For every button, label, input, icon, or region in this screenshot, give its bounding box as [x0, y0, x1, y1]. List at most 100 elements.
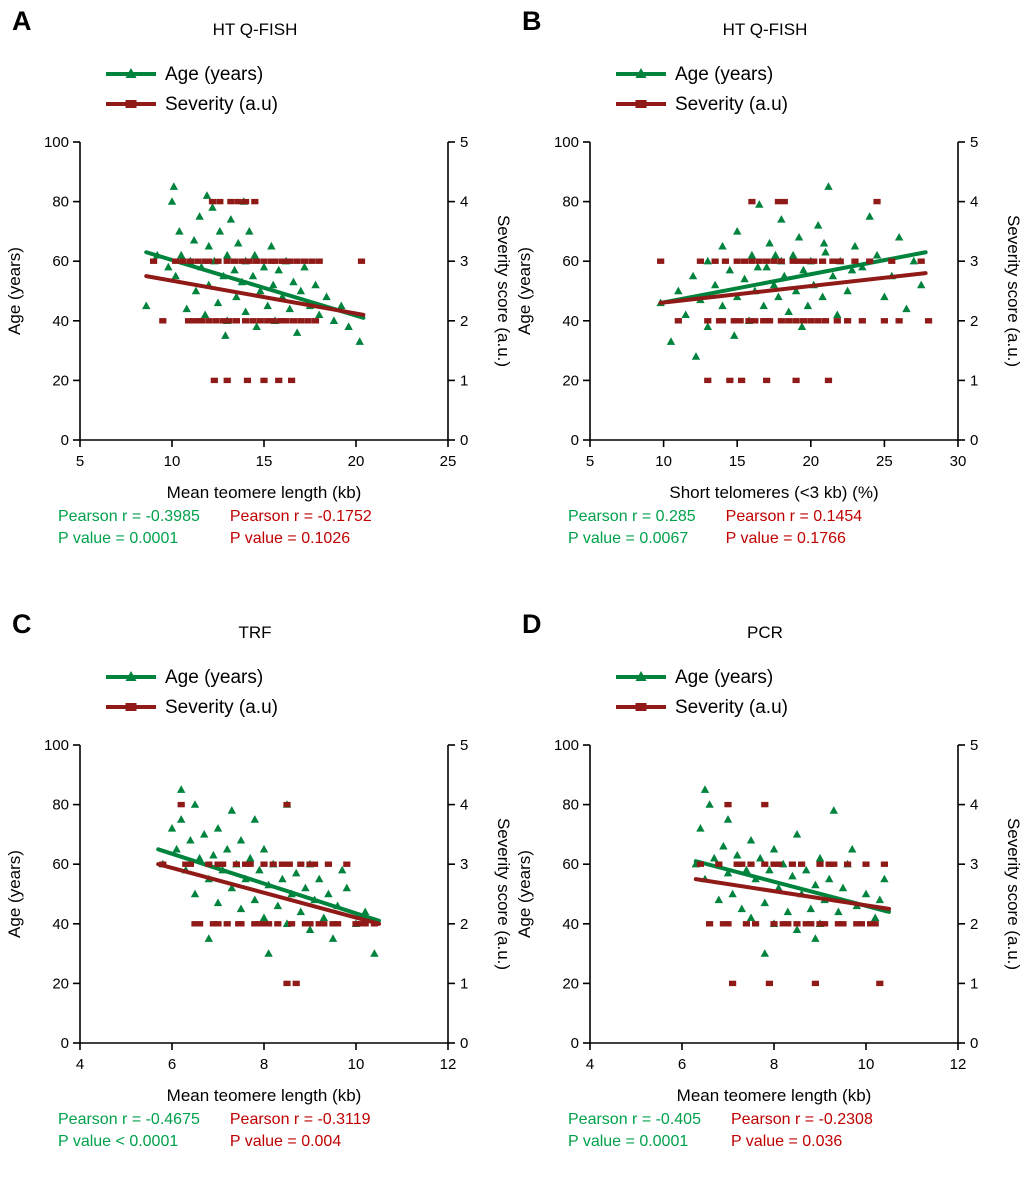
severity-point-marker — [286, 258, 294, 264]
x-tick-label: 4 — [586, 1056, 594, 1073]
severity-point-marker — [917, 258, 925, 264]
y-tick-right-label: 0 — [460, 432, 468, 449]
severity-point-marker — [719, 920, 727, 927]
age-point-marker — [747, 250, 757, 259]
severity-point-marker — [711, 258, 719, 264]
legend-label: Age (years) — [165, 64, 263, 85]
severity-point-marker — [216, 198, 224, 205]
severity-point-marker — [777, 258, 785, 264]
severity-point-marker — [274, 920, 282, 927]
severity-point-marker — [242, 198, 250, 205]
severity-point-marker — [197, 318, 206, 324]
age-point-marker — [292, 328, 302, 336]
age-point-marker — [285, 304, 294, 313]
severity-point-marker — [191, 920, 199, 927]
severity-point-marker — [343, 861, 351, 867]
y-tick-right-label: 4 — [460, 796, 468, 813]
pearson-r-age: Pearson r = -0.4675 — [58, 1110, 200, 1128]
age-point-marker — [733, 292, 742, 301]
legend-triangle-icon — [635, 670, 647, 681]
y-axis-right-label-text: Severity score (a.u.) — [494, 215, 510, 367]
age-point-marker — [813, 221, 823, 229]
age-point-marker — [264, 948, 273, 957]
severity-point-marker — [205, 318, 213, 324]
x-tick-label: 15 — [729, 453, 746, 470]
severity-point-marker — [212, 318, 220, 324]
y-tick-left-label: 80 — [562, 796, 579, 813]
age-point-marker — [894, 232, 904, 241]
severity-point-marker — [225, 318, 233, 324]
pearson-stats-severity: Pearson r = -0.2308 P value = 0.036 — [731, 1109, 873, 1154]
age-point-marker — [370, 948, 379, 957]
legend: Age (years) Severity (a.u) — [616, 667, 788, 718]
age-point-marker — [871, 913, 880, 921]
age-point-marker — [255, 865, 264, 874]
severity-point-marker — [816, 920, 824, 927]
severity-point-marker — [285, 861, 293, 867]
age-point-marker — [190, 889, 200, 897]
age-point-marker — [848, 844, 857, 853]
x-axis-label: Short telomeres (<3 kb) (%) — [669, 483, 878, 502]
age-point-marker — [723, 814, 733, 823]
age-point-marker — [355, 337, 364, 345]
severity-point-marker — [704, 377, 712, 384]
y-tick-left-label: 20 — [562, 372, 579, 389]
p-value-age: P value = 0.0001 — [568, 1133, 689, 1151]
age-point-marker — [691, 352, 701, 360]
age-point-marker — [301, 883, 310, 892]
severity-point-marker — [190, 318, 198, 324]
severity-point-marker — [775, 861, 783, 867]
severity-point-marker — [242, 318, 250, 324]
y-tick-left-label: 40 — [52, 916, 69, 933]
x-axis-label: Mean teomere length (kb) — [167, 483, 362, 502]
severity-point-marker — [182, 861, 190, 867]
severity-point-marker — [361, 920, 369, 927]
legend-triangle-icon — [125, 670, 137, 681]
severity-point-marker — [297, 318, 305, 324]
severity-point-marker — [779, 920, 787, 927]
severity-point-marker — [839, 920, 847, 927]
age-point-marker — [324, 889, 333, 897]
age-point-marker — [256, 286, 265, 295]
age-point-marker — [769, 280, 779, 289]
age-point-marker — [760, 948, 769, 957]
age-point-marker — [250, 895, 259, 903]
y-tick-left-label: 60 — [52, 856, 69, 873]
age-point-marker — [718, 301, 727, 310]
axes — [73, 743, 455, 1050]
severity-point-marker — [329, 920, 337, 927]
age-point-marker — [213, 823, 223, 832]
severity-point-marker — [718, 318, 727, 324]
severity-point-marker — [267, 258, 275, 264]
axes — [73, 141, 455, 447]
trend-line-severity — [693, 876, 891, 911]
severity-point-marker — [269, 861, 277, 867]
severity-point-marker — [821, 920, 829, 927]
severity-point-marker — [219, 318, 228, 324]
age-point-marker — [186, 835, 195, 844]
age-points — [158, 785, 379, 957]
y-tick-left-label: 0 — [61, 432, 69, 449]
age-point-marker — [305, 925, 315, 933]
age-points — [656, 182, 926, 360]
y-axis-left-label-text: Age (years) — [5, 850, 24, 938]
age-point-marker — [329, 316, 339, 324]
severity-point-marker — [858, 318, 866, 324]
severity-point-marker — [880, 318, 888, 324]
severity-point-marker — [763, 377, 771, 384]
age-point-marker — [195, 212, 204, 220]
severity-point-marker — [696, 258, 704, 264]
severity-point-marker — [715, 861, 723, 867]
y-tick-left-label: 0 — [571, 432, 579, 449]
stats-C: Pearson r = -0.4675 P value < 0.0001 Pears… — [0, 1109, 510, 1154]
age-point-marker — [850, 241, 860, 250]
severity-point-marker — [306, 861, 314, 867]
age-point-marker — [172, 844, 181, 853]
y-tick-right-label: 2 — [970, 313, 978, 330]
trend-line-severity — [156, 861, 381, 926]
p-value-severity: P value = 0.1026 — [229, 530, 351, 548]
severity-point-marker — [780, 198, 788, 205]
